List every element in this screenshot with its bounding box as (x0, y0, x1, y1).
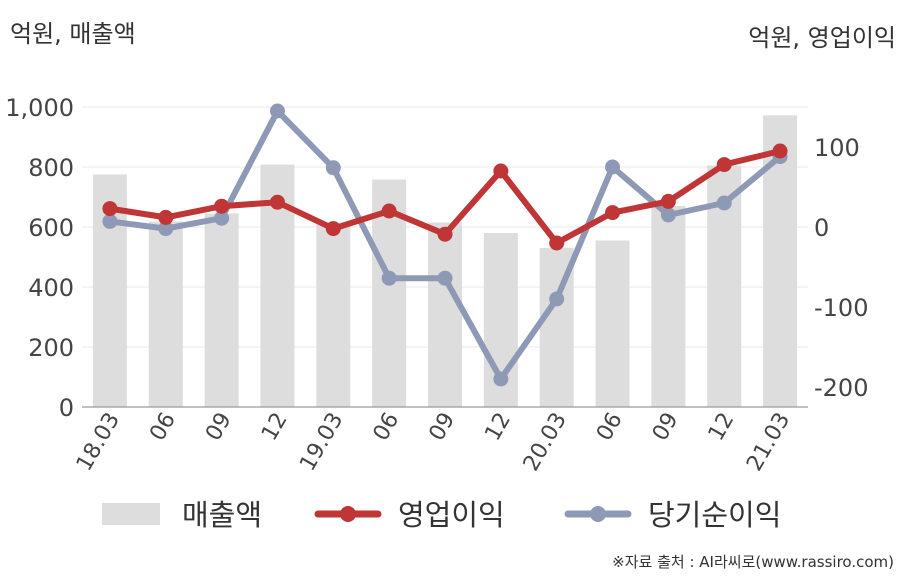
legend-swatch-marker (590, 506, 606, 522)
left-axis-tick-label: 600 (28, 214, 74, 242)
data-point (605, 159, 621, 175)
legend-swatch-marker (340, 506, 356, 522)
right-axis-tick-label: -200 (814, 374, 868, 402)
data-point (716, 195, 732, 211)
bar (428, 222, 462, 407)
x-axis-tick-label: 12 (480, 409, 516, 446)
data-point (549, 291, 565, 307)
data-point (605, 205, 621, 221)
data-point (437, 226, 453, 242)
data-point (660, 193, 676, 209)
data-point (381, 203, 397, 219)
source-credit: ※자료 출처 : AI라씨로(www.rassiro.com) (612, 553, 894, 571)
data-point (158, 221, 174, 237)
data-point (437, 270, 453, 286)
left-axis-tick-label: 200 (28, 334, 74, 362)
legend-label: 매출액 (182, 498, 262, 532)
data-point (660, 207, 676, 223)
x-axis-tick-label: 12 (257, 409, 293, 446)
left-axis-tick-label: 800 (28, 154, 74, 182)
x-axis-tick-label: 09 (648, 409, 684, 446)
data-point (772, 143, 788, 159)
data-point (716, 157, 732, 173)
x-axis-tick-label: 21.03 (742, 409, 795, 476)
x-axis-tick-label: 18.03 (72, 409, 125, 476)
data-point (325, 221, 341, 237)
bar (651, 206, 686, 407)
right-axis-tick-label: 100 (814, 134, 860, 162)
x-axis-tick-label: 09 (201, 409, 237, 446)
x-axis-tick-label: 19.03 (295, 409, 348, 476)
legend-label: 당기순이익 (648, 498, 781, 532)
right-axis-tick-label: 0 (814, 214, 829, 242)
data-point (493, 163, 509, 179)
data-point (549, 235, 565, 251)
left-axis-unit-label: 억원, 매출액 (10, 20, 136, 48)
data-point (381, 270, 397, 286)
left-axis-tick-label: 0 (59, 394, 74, 422)
data-point (102, 213, 118, 229)
data-point (269, 194, 285, 210)
bar (148, 221, 183, 407)
data-point (269, 103, 285, 119)
bar (204, 213, 239, 407)
legend-swatch-bar (102, 503, 160, 525)
data-point (325, 160, 341, 176)
bar (595, 240, 630, 407)
data-point (102, 201, 118, 217)
legend-label: 영업이익 (398, 498, 505, 532)
data-point (214, 210, 230, 226)
x-axis-tick-label: 06 (369, 409, 405, 446)
x-axis-tick-label: 20.03 (519, 409, 572, 476)
data-point (214, 198, 230, 214)
right-axis-tick-label: -100 (814, 294, 868, 322)
data-point (493, 371, 509, 387)
left-axis-tick-label: 1,000 (5, 94, 74, 122)
left-axis-tick-label: 400 (28, 274, 74, 302)
x-axis-tick-label: 06 (592, 409, 628, 446)
x-axis-tick-label: 06 (145, 409, 181, 446)
right-axis-unit-label: 억원, 영업이익 (748, 24, 896, 52)
data-point (158, 209, 174, 225)
x-axis-tick-label: 12 (704, 409, 740, 446)
x-axis-tick-label: 09 (425, 409, 461, 446)
bar (316, 224, 351, 407)
